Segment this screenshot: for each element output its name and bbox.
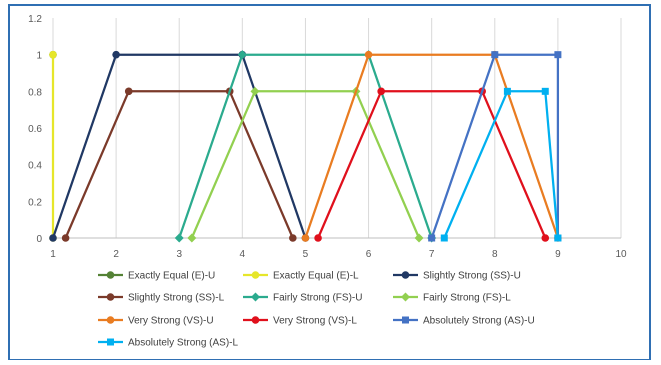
legend: Exactly Equal (E)-U Exactly Equal (E)-L Sl… [98, 271, 535, 349]
legend-label: Very Strong (VS)-U [128, 316, 214, 327]
axis-layer: 1 2 3 4 5 6 7 8 9 10 0 0.2 0.4 0.6 0.8 1 1.2 [28, 14, 627, 260]
x-tick-label: 10 [615, 249, 627, 260]
legend-label: Exactly Equal (E)-U [128, 271, 215, 282]
data-point [541, 87, 549, 95]
data-point [49, 234, 57, 242]
data-point [112, 50, 120, 59]
legend-item: Exactly Equal (E)-U [98, 271, 215, 282]
data-point [377, 87, 385, 96]
x-tick-label: 7 [429, 249, 435, 260]
series-line [317, 90, 547, 239]
series-line [190, 90, 421, 239]
data-point [107, 338, 114, 346]
x-tick-label: 9 [555, 249, 561, 260]
data-point [554, 234, 562, 242]
x-tick-label: 8 [492, 249, 498, 260]
legend-label: Fairly Strong (FS)-L [423, 293, 511, 304]
x-tick-label: 5 [303, 249, 309, 260]
legend-item: Very Strong (VS)-U [98, 316, 214, 327]
x-tick-label: 6 [366, 249, 372, 260]
y-tick-label: 0 [36, 234, 42, 245]
y-tick-label: 0.2 [28, 197, 42, 208]
legend-label: Fairly Strong (FS)-U [273, 293, 362, 304]
series-5 [187, 86, 424, 243]
y-tick-label: 0.4 [28, 161, 42, 172]
legend-label: Slightly Strong (SS)-L [128, 293, 225, 304]
legend-label: Very Strong (VS)-L [273, 316, 357, 327]
data-point [402, 316, 409, 324]
data-point [301, 234, 310, 242]
legend-label: Absolutely Strong (AS)-U [423, 316, 535, 327]
legend-item: Absolutely Strong (AS)-L [98, 338, 238, 349]
series-line [64, 90, 294, 239]
data-point [541, 234, 550, 242]
data-point [61, 234, 70, 242]
y-tick-label: 0.8 [28, 87, 42, 98]
data-point [106, 316, 115, 324]
series-1 [49, 50, 57, 242]
data-point [428, 234, 436, 242]
y-tick-label: 1.2 [28, 14, 42, 25]
legend-item: Slightly Strong (SS)-L [98, 293, 225, 304]
legend-item: Fairly Strong (FS)-U [243, 292, 362, 304]
legend-item: Fairly Strong (FS)-L [393, 292, 511, 304]
legend-label: Exactly Equal (E)-L [273, 271, 359, 282]
data-point [49, 50, 57, 59]
legend-item: Exactly Equal (E)-L [243, 271, 359, 282]
y-tick-label: 0.6 [28, 124, 42, 135]
series-line [51, 53, 307, 239]
data-point [251, 271, 260, 279]
data-point [106, 271, 115, 279]
data-point [289, 234, 297, 242]
data-point [401, 292, 410, 302]
x-tick-label: 1 [50, 249, 56, 260]
series-7 [314, 87, 550, 242]
data-point [491, 51, 499, 59]
series-line [304, 53, 559, 239]
data-point [401, 271, 410, 279]
chart-frame [8, 4, 651, 360]
data-point [187, 233, 197, 243]
legend-item: Very Strong (VS)-L [243, 316, 357, 327]
series-9 [440, 87, 562, 242]
legend-item: Absolutely Strong (AS)-U [393, 316, 535, 327]
legend-label: Absolutely Strong (AS)-L [128, 338, 238, 349]
legend-item: Slightly Strong (SS)-U [393, 271, 521, 282]
data-point [237, 50, 247, 60]
grid-layer [52, 18, 622, 238]
series-line [430, 53, 560, 239]
data-point [124, 87, 133, 96]
x-tick-label: 4 [240, 249, 246, 260]
x-tick-label: 3 [176, 249, 182, 260]
data-point [106, 293, 115, 301]
data-point [250, 86, 260, 96]
data-point [251, 292, 260, 302]
data-point [314, 234, 322, 242]
series-line [178, 53, 433, 239]
data-point [503, 87, 511, 95]
series-layer [49, 50, 562, 243]
data-point [440, 234, 448, 242]
x-tick-label: 2 [113, 249, 119, 260]
y-tick-label: 1 [36, 51, 42, 62]
data-point [364, 50, 373, 59]
series-line [443, 90, 560, 239]
data-point [554, 51, 562, 59]
data-point [251, 316, 260, 324]
data-point [174, 233, 184, 243]
legend-label: Slightly Strong (SS)-U [423, 271, 521, 282]
data-point [414, 233, 424, 243]
